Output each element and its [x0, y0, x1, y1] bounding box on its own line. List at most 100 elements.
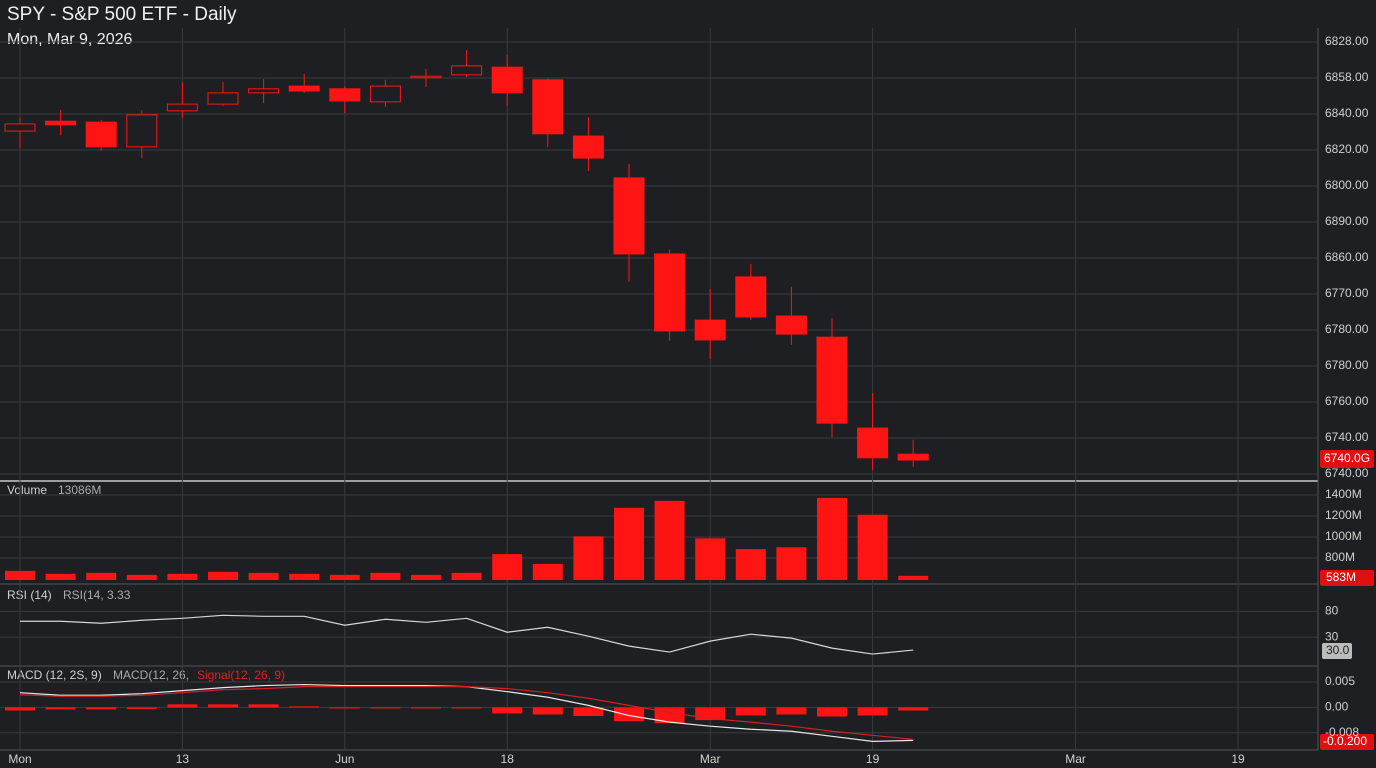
legend-entry: Signal(12, 26, 9) — [197, 668, 285, 682]
y-tick-label: -0.008 — [1325, 725, 1359, 739]
panel-value: 13086M — [58, 483, 101, 497]
candle-body — [694, 319, 726, 341]
y-tick-label: 80 — [1325, 604, 1339, 618]
panel-title: Volume — [7, 483, 47, 497]
y-tick-label: 6770.00 — [1325, 286, 1369, 300]
x-tick-label: Mon — [8, 752, 31, 766]
y-tick-label: 6780.00 — [1325, 358, 1369, 372]
y-tick-label: 0.00 — [1325, 700, 1349, 714]
y-tick-label: 1400M — [1325, 487, 1362, 501]
volume-bar — [492, 554, 523, 580]
volume-bar — [735, 549, 766, 580]
candle-body — [613, 177, 645, 255]
candle-body — [775, 315, 807, 335]
y-tick-label: 30 — [1325, 629, 1339, 643]
histogram-bar — [167, 704, 198, 708]
histogram-bar — [735, 707, 766, 716]
histogram-bar — [289, 706, 320, 708]
histogram-bar — [532, 707, 563, 715]
candle-body — [816, 336, 848, 424]
x-tick-label: Mar — [1065, 752, 1086, 766]
x-tick-label: Jun — [335, 752, 354, 766]
y-tick-label: 1000M — [1325, 529, 1362, 543]
histogram-bar — [492, 707, 523, 714]
volume-bar — [86, 572, 117, 580]
histogram-bar — [817, 707, 847, 717]
x-tick-label: 19 — [866, 752, 880, 766]
price-tag — [1322, 643, 1352, 659]
volume-bar — [248, 572, 279, 580]
histogram-bar — [451, 707, 482, 709]
indicator-line — [19, 685, 914, 740]
histogram-bar — [573, 707, 604, 717]
candle-body — [248, 88, 280, 94]
candle-body — [897, 453, 929, 461]
histogram-bar — [857, 707, 888, 716]
candle-body — [85, 121, 117, 148]
price-tag — [1320, 734, 1374, 750]
volume-bar — [208, 571, 238, 580]
volume-bar — [289, 573, 320, 580]
y-tick-label: 0.005 — [1325, 674, 1355, 688]
price-tag — [1320, 570, 1374, 586]
volume-bar — [817, 497, 847, 580]
histogram-bar — [208, 704, 238, 708]
y-tick-label: 6820.00 — [1325, 142, 1369, 156]
volume-bar — [898, 575, 929, 580]
panel-title: RSI (14) — [7, 588, 52, 602]
candle-body — [410, 75, 442, 79]
price-tag-label: 583M — [1326, 570, 1356, 584]
histogram-bar — [5, 707, 35, 711]
x-tick-label: 13 — [176, 752, 190, 766]
candle-body — [654, 253, 686, 332]
chart-subtitle: Mon, Mar 9, 2026 — [7, 31, 133, 48]
volume-bar — [45, 573, 76, 580]
volume-bar — [776, 547, 807, 580]
y-tick-label: 6740.00 — [1325, 466, 1369, 480]
histogram-bar — [776, 707, 807, 715]
y-tick-label: 6840.00 — [1325, 106, 1369, 120]
legend-entry: RSI(14, 3.33 — [63, 588, 131, 602]
y-tick-label: 6890.00 — [1325, 214, 1369, 228]
y-tick-label: 1200M — [1325, 508, 1362, 522]
y-tick-label: 800M — [1325, 550, 1355, 564]
legend-entry: MACD(12, 26, — [113, 668, 189, 682]
candle-body — [532, 79, 564, 135]
candle-body — [451, 65, 483, 76]
volume-bar — [126, 574, 157, 580]
candle-body — [126, 114, 158, 148]
candle-body — [45, 120, 77, 126]
price-tag — [1320, 450, 1374, 468]
price-tag-label: 6740.0G — [1324, 451, 1370, 465]
y-tick-label: 6740.00 — [1325, 430, 1369, 444]
y-tick-label: 6858.00 — [1325, 70, 1369, 84]
volume-bar — [451, 572, 482, 580]
histogram-bar — [411, 707, 441, 709]
y-tick-label: 6828.00 — [1325, 34, 1369, 48]
histogram-bar — [370, 707, 401, 709]
indicator-line — [20, 614, 914, 655]
price-tag-label: 30.0 — [1326, 643, 1350, 657]
histogram-bar — [45, 707, 76, 710]
histogram-bar — [126, 707, 157, 709]
panel-title: MACD (12, 2S, 9) — [7, 668, 102, 682]
candle-body — [207, 92, 239, 105]
histogram-bar — [86, 707, 117, 710]
histogram-bar — [248, 704, 279, 708]
volume-bar — [329, 574, 360, 580]
histogram-bar — [898, 707, 929, 711]
volume-bar — [614, 507, 644, 580]
candle-body — [369, 85, 401, 103]
histogram-bar — [614, 707, 644, 722]
candle-body — [857, 427, 889, 459]
volume-bar — [411, 574, 441, 580]
x-tick-label: 18 — [501, 752, 515, 766]
candle-body — [572, 135, 604, 159]
price-tag-label: -0.0.200 — [1323, 734, 1367, 748]
volume-bar — [532, 563, 563, 580]
chart-title: SPY - S&P 500 ETF - Daily — [7, 4, 237, 25]
